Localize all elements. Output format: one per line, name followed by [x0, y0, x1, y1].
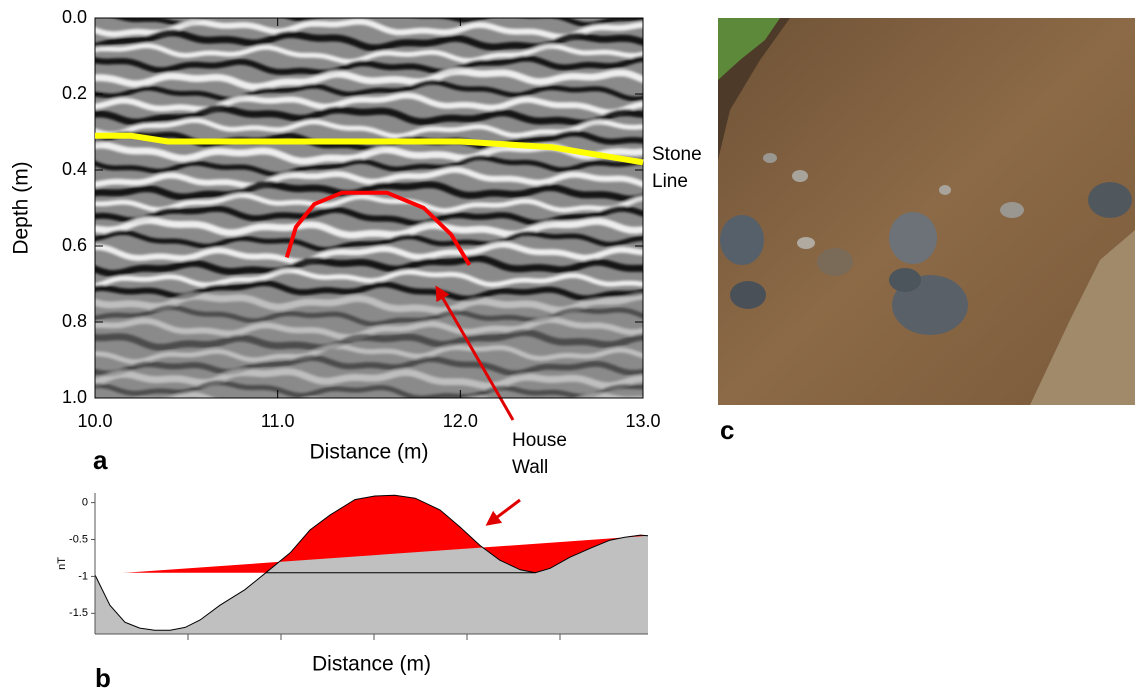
x-tick-label: 10.0: [77, 411, 112, 431]
area: [95, 495, 648, 634]
stripe: [95, 192, 643, 214]
rock: [889, 268, 921, 292]
panel-label: b: [95, 663, 111, 692]
stripe: [95, 18, 643, 41]
y-axis-label: nT: [56, 557, 68, 570]
trench-wall: [1030, 230, 1135, 405]
x-axis-label: Distance (m): [309, 441, 428, 464]
stripe: [95, 55, 643, 76]
pebble: [939, 185, 951, 195]
rock: [720, 215, 764, 265]
arrow: [485, 498, 521, 526]
stripe: [95, 268, 643, 289]
stripe: [95, 316, 643, 341]
series-line: [284, 190, 472, 267]
y-tick-label: -0.5: [69, 533, 88, 545]
highlight-area: [125, 495, 648, 573]
annotation: House: [512, 430, 567, 451]
y-tick-label: 0.2: [62, 83, 87, 103]
area-outline: [94, 494, 649, 631]
x-tick-label: 11.0: [261, 411, 295, 431]
y-tick-label: 0.0: [62, 7, 87, 27]
y-tick-label: 0.8: [62, 311, 87, 331]
stripe: [95, 292, 643, 315]
stripe: [95, 380, 643, 398]
series-line: [95, 132, 644, 166]
stripe: [95, 117, 643, 139]
rock: [1088, 182, 1132, 218]
x-tick-label: 13.0: [625, 411, 660, 431]
stripe: [95, 229, 643, 253]
radargram-image: [95, 18, 643, 398]
annotation: Wall: [512, 457, 548, 478]
y-tick-label: 0.6: [62, 235, 87, 255]
stripe: [95, 104, 643, 127]
pebble: [797, 237, 815, 249]
annotation: Stone: [652, 144, 702, 165]
stripe: [95, 166, 643, 189]
stripe: [95, 43, 643, 65]
annotation: Line: [652, 171, 688, 192]
panel-label: a: [93, 445, 108, 475]
stripe: [95, 329, 643, 352]
stripe: [95, 368, 643, 390]
y-tick-label: -1.5: [69, 607, 88, 619]
stripe: [95, 254, 643, 278]
stripe: [95, 79, 643, 103]
rock: [889, 212, 937, 264]
pebble: [1000, 202, 1024, 218]
stripe: [95, 154, 643, 178]
stripe: [95, 216, 643, 239]
y-tick-label: 1.0: [62, 387, 87, 407]
stripe: [95, 67, 643, 91]
photo: [718, 18, 1135, 405]
rock: [817, 248, 853, 276]
stripe: [95, 180, 643, 203]
stripe: [95, 205, 643, 227]
x-tick-label: 12.0: [443, 411, 478, 431]
grass: [718, 18, 780, 80]
stripe: [95, 241, 643, 265]
y-axis-label: Depth (m): [10, 161, 33, 254]
y-tick-label: 0.4: [62, 159, 87, 179]
stripe: [95, 130, 643, 152]
stripe: [95, 354, 643, 377]
y-tick-label: 0: [82, 497, 88, 509]
x-axis-label: Distance (m): [312, 653, 431, 676]
stripe: [143, 391, 643, 398]
stripe: [95, 92, 643, 116]
panel-label: c: [720, 415, 734, 445]
stripe: [95, 343, 643, 365]
stripe: [95, 304, 643, 327]
stripe: [95, 29, 643, 52]
pebble: [792, 170, 808, 182]
y-tick-label: -1: [78, 570, 88, 582]
texture: [95, 18, 643, 398]
pebble: [763, 153, 777, 163]
x-ticks-b: [187, 634, 561, 640]
rock: [730, 281, 766, 309]
plot-frame: [94, 17, 644, 399]
